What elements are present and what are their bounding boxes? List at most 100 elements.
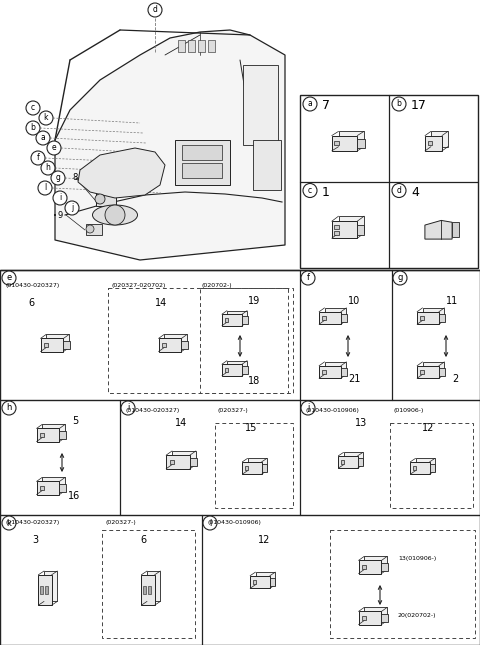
Circle shape — [121, 401, 135, 415]
Text: 6: 6 — [28, 298, 34, 308]
Bar — [36, 428, 60, 442]
Bar — [300, 95, 478, 268]
Bar — [227, 311, 247, 322]
Circle shape — [95, 194, 105, 204]
Bar — [410, 462, 430, 474]
Bar — [428, 141, 432, 145]
Bar — [164, 334, 187, 348]
Circle shape — [303, 183, 317, 197]
Bar — [222, 314, 242, 326]
Text: 4: 4 — [411, 186, 419, 199]
Text: b: b — [396, 99, 401, 108]
Text: 14: 14 — [175, 418, 187, 428]
Bar — [158, 339, 181, 352]
Bar — [319, 366, 341, 378]
Bar — [322, 316, 326, 320]
Circle shape — [47, 141, 61, 155]
Bar — [420, 370, 424, 374]
Text: f: f — [307, 273, 310, 283]
Text: (010430-010906): (010430-010906) — [207, 520, 261, 525]
Bar — [250, 576, 270, 588]
Text: 14: 14 — [155, 298, 167, 308]
Text: 9: 9 — [58, 210, 63, 219]
Text: c: c — [308, 186, 312, 195]
Text: i: i — [59, 194, 61, 203]
Bar — [338, 216, 364, 233]
Text: 10: 10 — [348, 296, 360, 306]
Ellipse shape — [93, 205, 137, 225]
Text: (010430-010906): (010430-010906) — [305, 408, 359, 413]
Bar — [417, 366, 439, 378]
Bar — [430, 464, 435, 471]
Bar — [344, 452, 363, 464]
Bar — [222, 364, 242, 376]
Text: f: f — [36, 154, 39, 163]
Polygon shape — [78, 148, 165, 198]
Bar — [42, 477, 65, 490]
Bar — [143, 586, 146, 594]
Text: 13: 13 — [355, 418, 367, 428]
Text: k: k — [44, 114, 48, 123]
Bar — [319, 312, 341, 324]
Bar — [172, 451, 196, 464]
Bar — [36, 481, 60, 495]
Bar — [416, 459, 435, 471]
Bar — [420, 316, 424, 320]
Text: i: i — [127, 404, 129, 413]
Circle shape — [2, 401, 16, 415]
Text: (020327-): (020327-) — [105, 520, 136, 525]
Bar — [364, 557, 387, 570]
Text: (020327-): (020327-) — [218, 408, 249, 413]
Bar — [182, 163, 222, 178]
Text: 2: 2 — [452, 374, 458, 384]
Text: h: h — [6, 404, 12, 413]
Bar — [242, 462, 262, 474]
Circle shape — [41, 161, 55, 175]
Text: (010430-020327): (010430-020327) — [125, 408, 179, 413]
Bar — [46, 334, 69, 348]
Circle shape — [26, 121, 40, 135]
Bar — [334, 141, 338, 145]
Bar — [190, 458, 197, 466]
Bar — [439, 314, 445, 322]
Bar — [181, 341, 188, 349]
Bar — [96, 192, 116, 206]
Text: e: e — [52, 143, 56, 152]
Circle shape — [53, 191, 67, 205]
Bar — [108, 288, 293, 393]
Circle shape — [303, 97, 317, 111]
Polygon shape — [55, 30, 285, 260]
Bar — [147, 571, 160, 601]
Text: j: j — [307, 404, 309, 413]
Bar — [364, 608, 387, 620]
Text: j: j — [71, 204, 73, 212]
Text: l: l — [44, 183, 46, 192]
Bar — [431, 132, 448, 146]
Bar — [422, 362, 444, 374]
Bar — [439, 368, 445, 376]
Bar — [358, 459, 363, 466]
Text: 5: 5 — [72, 416, 78, 426]
Circle shape — [2, 516, 16, 530]
Bar — [40, 586, 43, 594]
Text: 17: 17 — [411, 99, 427, 112]
Text: 6: 6 — [140, 535, 146, 545]
Circle shape — [2, 271, 16, 285]
Text: d: d — [153, 6, 157, 14]
Bar — [40, 486, 44, 490]
Bar — [324, 308, 347, 321]
Bar — [102, 530, 195, 638]
Circle shape — [393, 271, 407, 285]
Text: 15: 15 — [245, 423, 257, 433]
Bar — [422, 308, 444, 321]
Bar — [253, 140, 281, 190]
Text: 19: 19 — [248, 296, 260, 306]
Bar — [242, 366, 248, 373]
Bar — [162, 343, 166, 347]
Text: (020702-): (020702-) — [202, 283, 233, 288]
Bar — [60, 484, 66, 492]
Text: h: h — [46, 163, 50, 172]
Bar — [338, 132, 364, 146]
Text: c: c — [31, 103, 35, 112]
Text: (020327-020702): (020327-020702) — [112, 283, 167, 288]
